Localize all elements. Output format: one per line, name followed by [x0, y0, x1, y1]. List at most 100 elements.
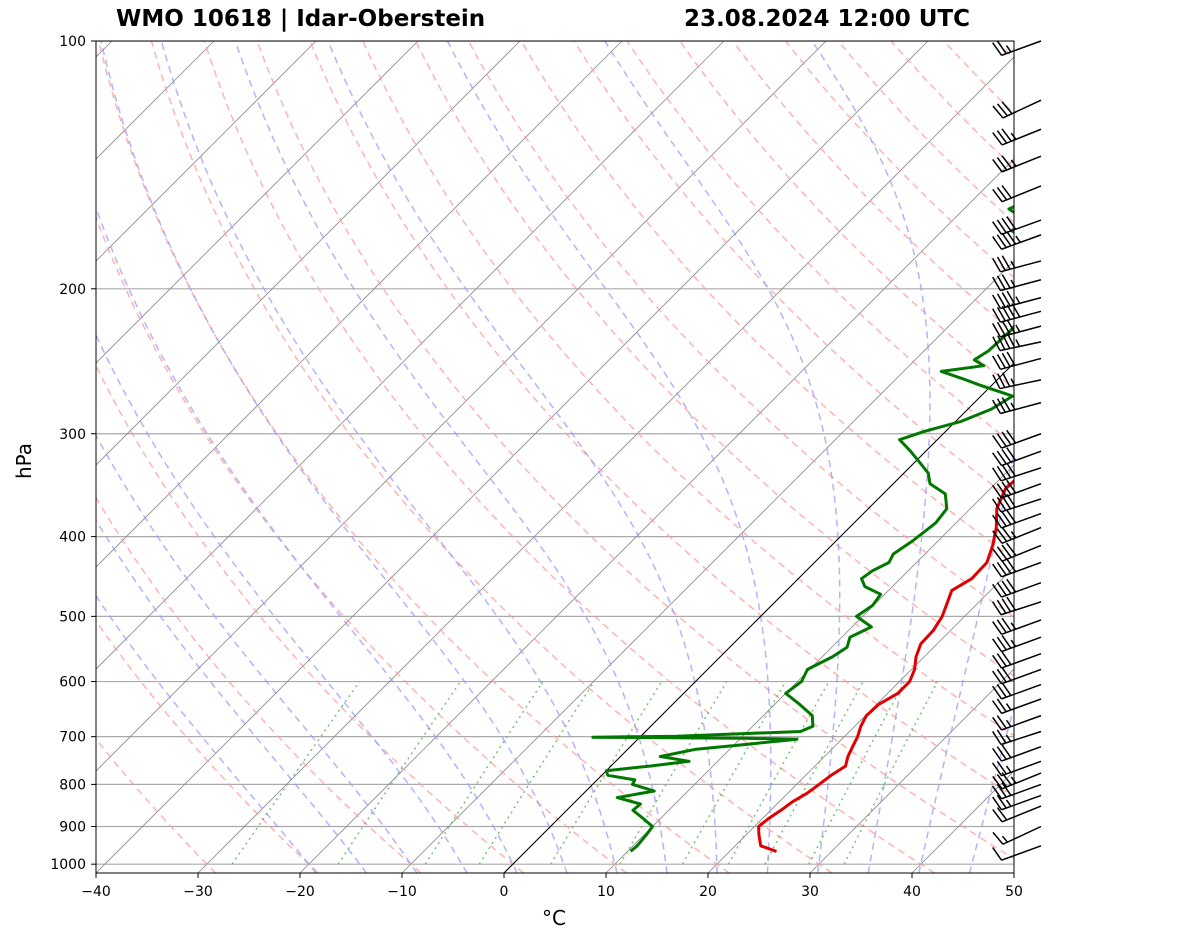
dry-adiabat-line: [837, 41, 1014, 224]
x-axis-label: °C: [542, 906, 566, 930]
wind-barb: [992, 794, 1042, 811]
isotherm-line: [96, 41, 929, 873]
wind-barb: [992, 274, 1042, 292]
y-tick-label: 900: [59, 820, 86, 836]
wind-barbs: [991, 40, 1042, 861]
moist-adiabat-line: [96, 519, 368, 873]
moist-adiabat-line: [918, 448, 1014, 873]
mixing-ratio-line: [727, 681, 830, 865]
wind-barb: [992, 760, 1042, 777]
isotherm-line: [299, 158, 1014, 873]
isotherm-line: [911, 770, 1014, 873]
x-tick-label: −10: [387, 884, 417, 900]
x-tick-label: −30: [183, 884, 213, 900]
dewpoint-profile-line: [591, 205, 1014, 853]
moist-adiabat-line: [446, 41, 772, 873]
y-tick-label: 800: [59, 777, 86, 793]
wind-barb: [992, 479, 1042, 499]
dry-adiabat-line: [520, 41, 1014, 560]
isotherm-line: [605, 464, 1014, 873]
dry-adiabat-line: [362, 41, 1014, 737]
wind-barb: [992, 825, 1042, 845]
wind-barb: [992, 40, 1042, 57]
mixing-ratio-line: [550, 681, 663, 865]
dry-adiabat-line: [1103, 41, 1181, 873]
mixing-ratio-line: [231, 681, 361, 865]
moist-adiabat-line: [604, 41, 841, 873]
plot-frame: [95, 40, 1015, 874]
x-tick-label: 10: [597, 884, 615, 900]
profile-lines: [591, 205, 1014, 853]
wind-barb: [992, 333, 1042, 352]
moist-adiabat-line: [100, 41, 568, 873]
wind-barb: [992, 128, 1042, 146]
mixing-ratio-line: [681, 681, 787, 865]
wind-barb: [991, 729, 1042, 746]
isotherm-line: [503, 362, 1014, 873]
chart-datetime: 23.08.2024 12:00 UTC: [684, 6, 970, 32]
x-tick-label: 30: [801, 884, 819, 900]
moist-adiabat-line: [811, 41, 931, 873]
x-tick-label: 0: [500, 884, 509, 900]
x-tick-label: 50: [1005, 884, 1023, 900]
y-tick-label: 100: [59, 34, 86, 50]
isotherm-line: [96, 41, 725, 670]
y-tick-label: 700: [59, 730, 86, 746]
y-tick-label: 300: [59, 427, 86, 443]
wind-barb: [992, 99, 1042, 119]
dry-adiabat-line: [467, 41, 1014, 618]
dry-adiabat-line: [150, 41, 833, 873]
x-tick-label: 40: [903, 884, 921, 900]
dry-adiabat-line: [96, 496, 422, 873]
mixing-ratio-line: [808, 681, 905, 865]
isotherm-line: [96, 41, 521, 466]
y-tick-label: 500: [59, 609, 86, 625]
y-tick-label: 400: [59, 530, 86, 546]
wind-barb: [992, 372, 1042, 390]
moist-adiabat-line: [160, 41, 618, 873]
dry-adiabat-line: [256, 41, 1014, 860]
wind-barb: [992, 429, 1042, 449]
wind-barb: [992, 682, 1042, 700]
chart-title: WMO 10618 | Idar-Oberstein: [116, 6, 486, 32]
dry-adiabat-line: [97, 41, 730, 873]
isotherm-line: [96, 41, 419, 364]
y-axis-label: hPa: [12, 443, 36, 479]
moist-adiabat-line: [327, 41, 718, 873]
isotherm-line: [401, 260, 1014, 873]
moist-adiabat-line: [96, 333, 468, 873]
moist-adiabat-line: [968, 705, 1014, 873]
moist-adiabat-line: [234, 41, 668, 873]
wind-barb: [992, 782, 1042, 800]
wind-barb: [992, 805, 1042, 823]
dry-adiabat-line: [732, 41, 1014, 334]
isotherm-line: [809, 668, 1014, 873]
wind-barb: [992, 290, 1042, 310]
dry-adiabat-line: [96, 364, 525, 873]
moist-adiabat-line: [96, 594, 317, 873]
moist-adiabat-line: [96, 205, 518, 873]
wind-barb: [992, 744, 1042, 762]
wind-barb: [992, 447, 1042, 467]
moist-adiabat-line: [96, 433, 418, 873]
wind-barb: [992, 845, 1042, 861]
wind-barb: [992, 216, 1042, 236]
isotherm-line: [197, 56, 1014, 873]
dry-adiabat-line: [96, 215, 627, 873]
wind-barb: [992, 558, 1042, 578]
mixing-ratio-line: [843, 681, 939, 865]
axis-ticks: −40 −30 −20 −10 0 10 20 30 40 50 1000 900 800 700 600 5…: [50, 34, 1023, 900]
wind-barb: [992, 155, 1042, 173]
isotherm-line: [96, 41, 623, 568]
dry-adiabat-line: [573, 41, 1014, 503]
wind-barb: [992, 634, 1042, 653]
temperature-profile-line: [757, 479, 1014, 853]
wind-barb: [992, 542, 1042, 562]
wind-barb: [992, 617, 1042, 635]
wind-barb: [992, 351, 1042, 371]
x-tick-label: −20: [285, 884, 315, 900]
dry-adiabat-line: [414, 41, 1014, 677]
wind-barb: [992, 698, 1042, 715]
dry-adiabat-line: [1050, 41, 1181, 873]
wind-barb: [992, 185, 1042, 203]
